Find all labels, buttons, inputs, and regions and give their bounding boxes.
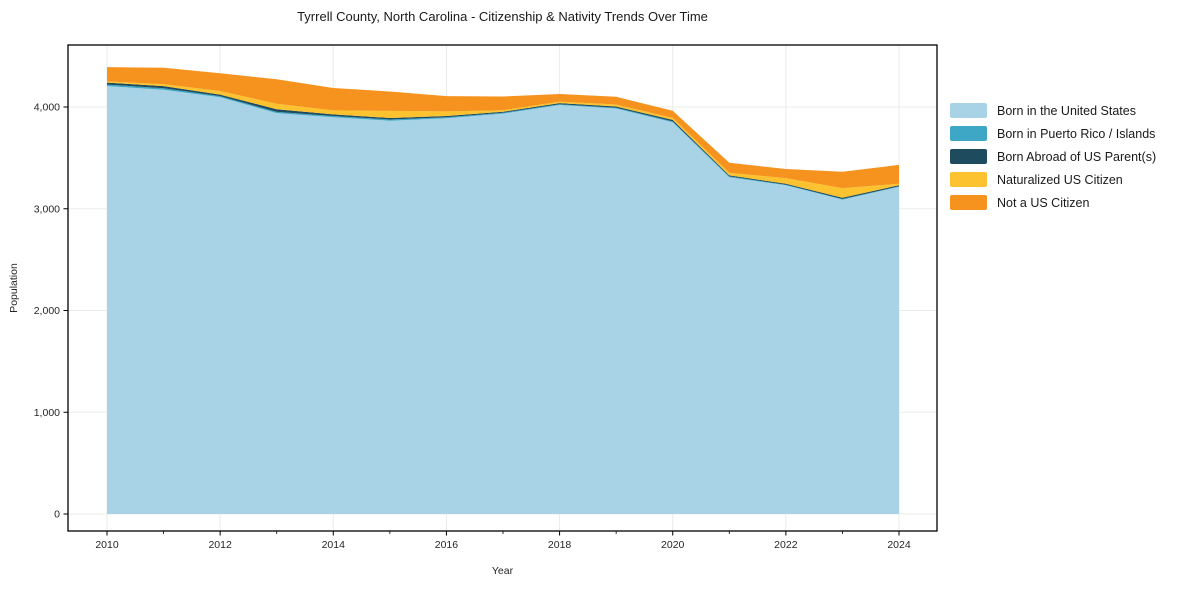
x-tick-label: 2020 bbox=[661, 539, 685, 551]
legend-swatch-born-in-us bbox=[950, 103, 987, 119]
legend-item-born-in-us: Born in the United States bbox=[950, 103, 1156, 119]
x-tick-label: 2024 bbox=[887, 539, 911, 551]
legend-label: Born Abroad of US Parent(s) bbox=[997, 149, 1157, 164]
legend-item-born-puerto-rico: Born in Puerto Rico / Islands bbox=[950, 126, 1156, 142]
legend-item-born-abroad: Born Abroad of US Parent(s) bbox=[950, 149, 1156, 165]
legend-item-naturalized: Naturalized US Citizen bbox=[950, 172, 1156, 188]
chart-title: Tyrrell County, North Carolina - Citizen… bbox=[297, 9, 708, 24]
legend-label: Naturalized US Citizen bbox=[997, 172, 1123, 187]
legend: Born in the United States Born in Puerto… bbox=[950, 103, 1156, 211]
x-tick-label: 2018 bbox=[548, 539, 572, 551]
area-not-a-us-citizen bbox=[107, 67, 899, 189]
x-tick-label: 2022 bbox=[774, 539, 798, 551]
y-tick-label: 1,000 bbox=[34, 407, 60, 419]
y-tick-label: 3,000 bbox=[34, 203, 60, 215]
legend-label: Born in the United States bbox=[997, 103, 1136, 118]
x-axis-label: Year bbox=[491, 565, 514, 577]
legend-swatch-not-citizen bbox=[950, 195, 987, 211]
legend-item-not-citizen: Not a US Citizen bbox=[950, 195, 1156, 211]
x-tick-label: 2014 bbox=[322, 539, 346, 551]
legend-label: Born in Puerto Rico / Islands bbox=[997, 126, 1156, 141]
legend-swatch-born-puerto-rico bbox=[950, 126, 987, 142]
y-tick-label: 2,000 bbox=[34, 305, 60, 317]
x-tick-label: 2010 bbox=[95, 539, 119, 551]
y-tick-label: 4,000 bbox=[34, 102, 60, 114]
legend-swatch-naturalized bbox=[950, 172, 987, 188]
y-tick-label: 0 bbox=[54, 509, 60, 521]
plot-frame bbox=[67, 44, 938, 532]
x-tick-label: 2016 bbox=[435, 539, 459, 551]
x-tick-label: 2012 bbox=[208, 539, 232, 551]
y-axis-label: Population bbox=[8, 263, 20, 313]
legend-label: Not a US Citizen bbox=[997, 195, 1090, 210]
area-naturalized-us-citizen bbox=[107, 81, 899, 198]
legend-swatch-born-abroad bbox=[950, 149, 987, 165]
area-born-in-the-united-states bbox=[107, 86, 899, 514]
